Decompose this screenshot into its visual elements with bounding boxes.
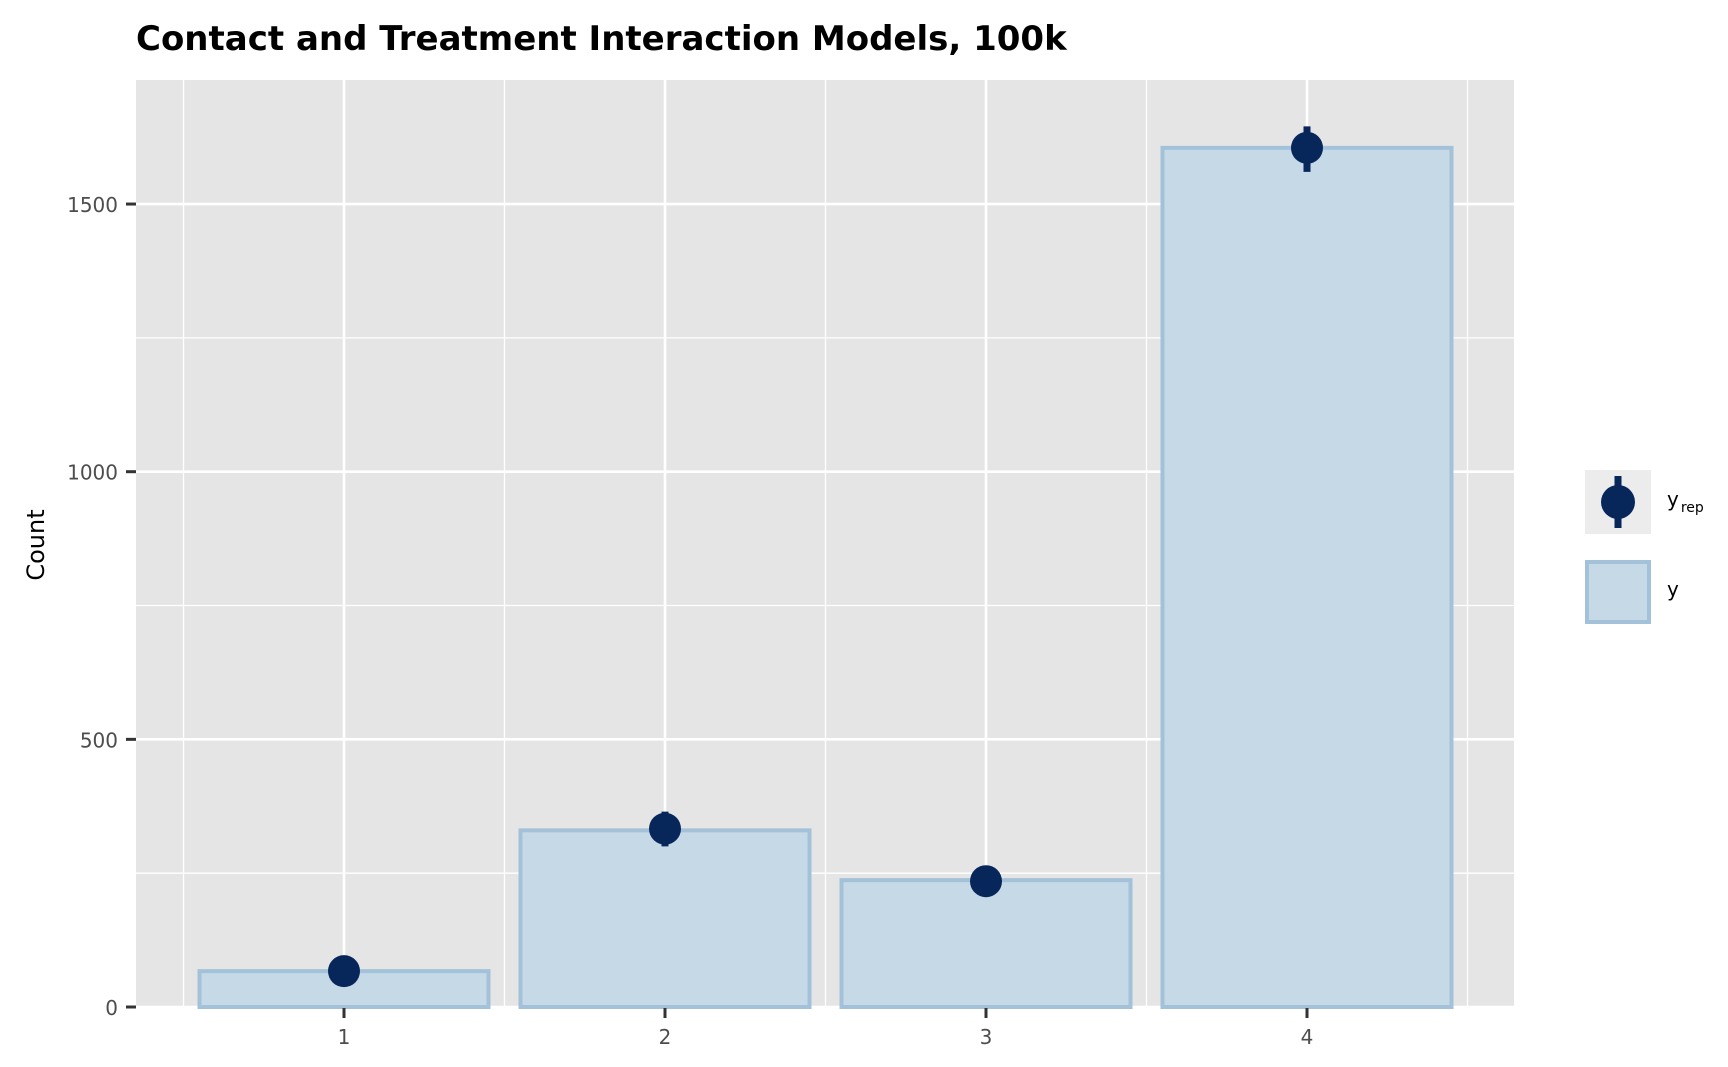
bar	[518, 828, 812, 1010]
x-tick-label: 1	[338, 1025, 351, 1049]
point	[970, 865, 1002, 898]
bar	[1160, 145, 1454, 1009]
y-tick-label: 500	[80, 728, 118, 752]
point	[649, 812, 681, 845]
x-tick-label: 2	[659, 1025, 672, 1049]
legend-point	[1601, 485, 1635, 519]
chart-title: Contact and Treatment Interaction Models…	[136, 19, 1068, 59]
y-axis-title: Count	[22, 509, 50, 580]
legend: y rep y	[1585, 470, 1704, 624]
point-series	[328, 126, 1323, 988]
legend-label: y rep	[1667, 487, 1704, 516]
axes: 0 500 1000 1500 1 2 3 4	[67, 193, 1313, 1049]
y-tick-label: 1500	[67, 193, 118, 217]
point	[328, 955, 360, 988]
legend-item: y	[1585, 560, 1679, 624]
legend-label: y	[1667, 577, 1679, 601]
x-tick-label: 4	[1301, 1025, 1314, 1049]
legend-item: y rep	[1585, 470, 1704, 534]
legend-bar-swatch	[1585, 560, 1651, 624]
x-tick-label: 3	[980, 1025, 993, 1049]
y-tick-label: 0	[105, 996, 118, 1020]
y-tick-label: 1000	[67, 461, 118, 485]
point	[1291, 131, 1323, 164]
bar	[839, 878, 1133, 1010]
